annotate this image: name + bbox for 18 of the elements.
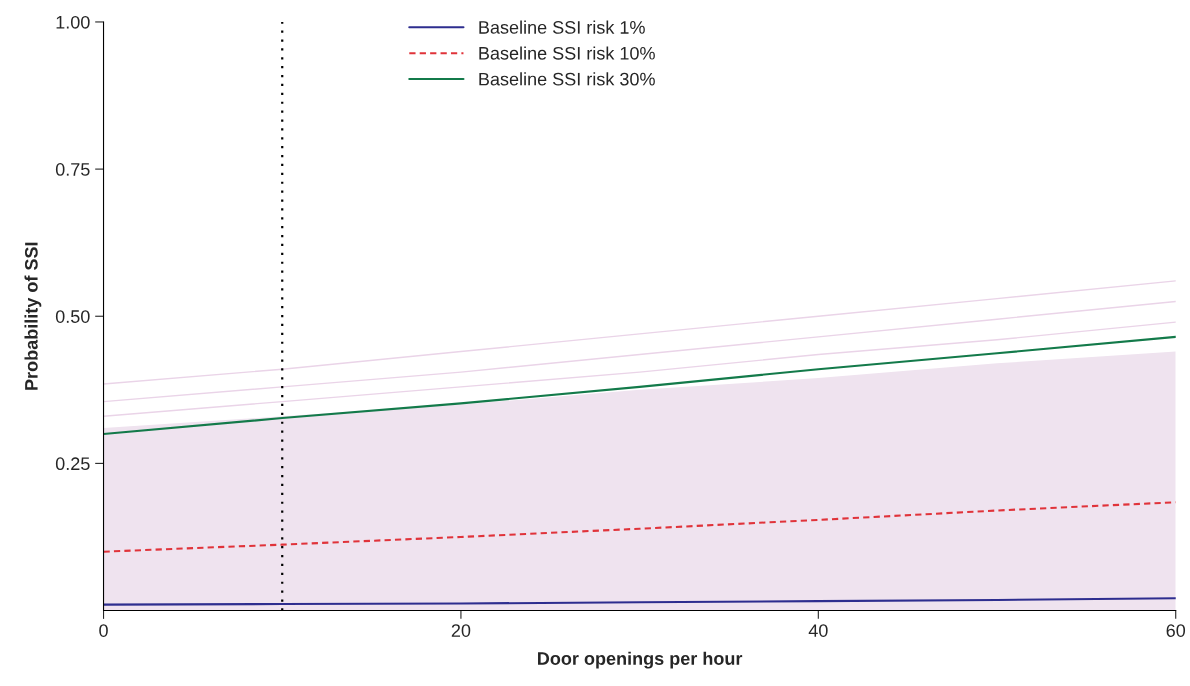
legend-label: Baseline SSI risk 1%: [479, 20, 645, 34]
x-tick-label: 0: [99, 624, 108, 637]
legend-label: Baseline SSI risk 10%: [479, 46, 655, 60]
y-tick-label: 0.50: [55, 310, 90, 323]
y-tick-label: 0.25: [55, 457, 90, 471]
line-series: [103, 280, 1176, 385]
x-tick-label: 40: [808, 624, 828, 637]
line-series: [103, 597, 1176, 606]
line-series: [103, 300, 1176, 403]
y-tick-label: 0.75: [55, 163, 90, 176]
line-series: [103, 335, 1176, 435]
x-tick-label: 60: [1166, 624, 1186, 637]
x-axis-title: Door openings per hour: [538, 651, 743, 669]
line-series: [103, 321, 1176, 418]
x-tick-label: 20: [451, 624, 471, 637]
y-axis-title: Probability of SSI: [24, 242, 42, 390]
legend-label: Baseline SSI risk 30%: [479, 72, 655, 86]
y-tick-label: 1.00: [56, 15, 90, 29]
